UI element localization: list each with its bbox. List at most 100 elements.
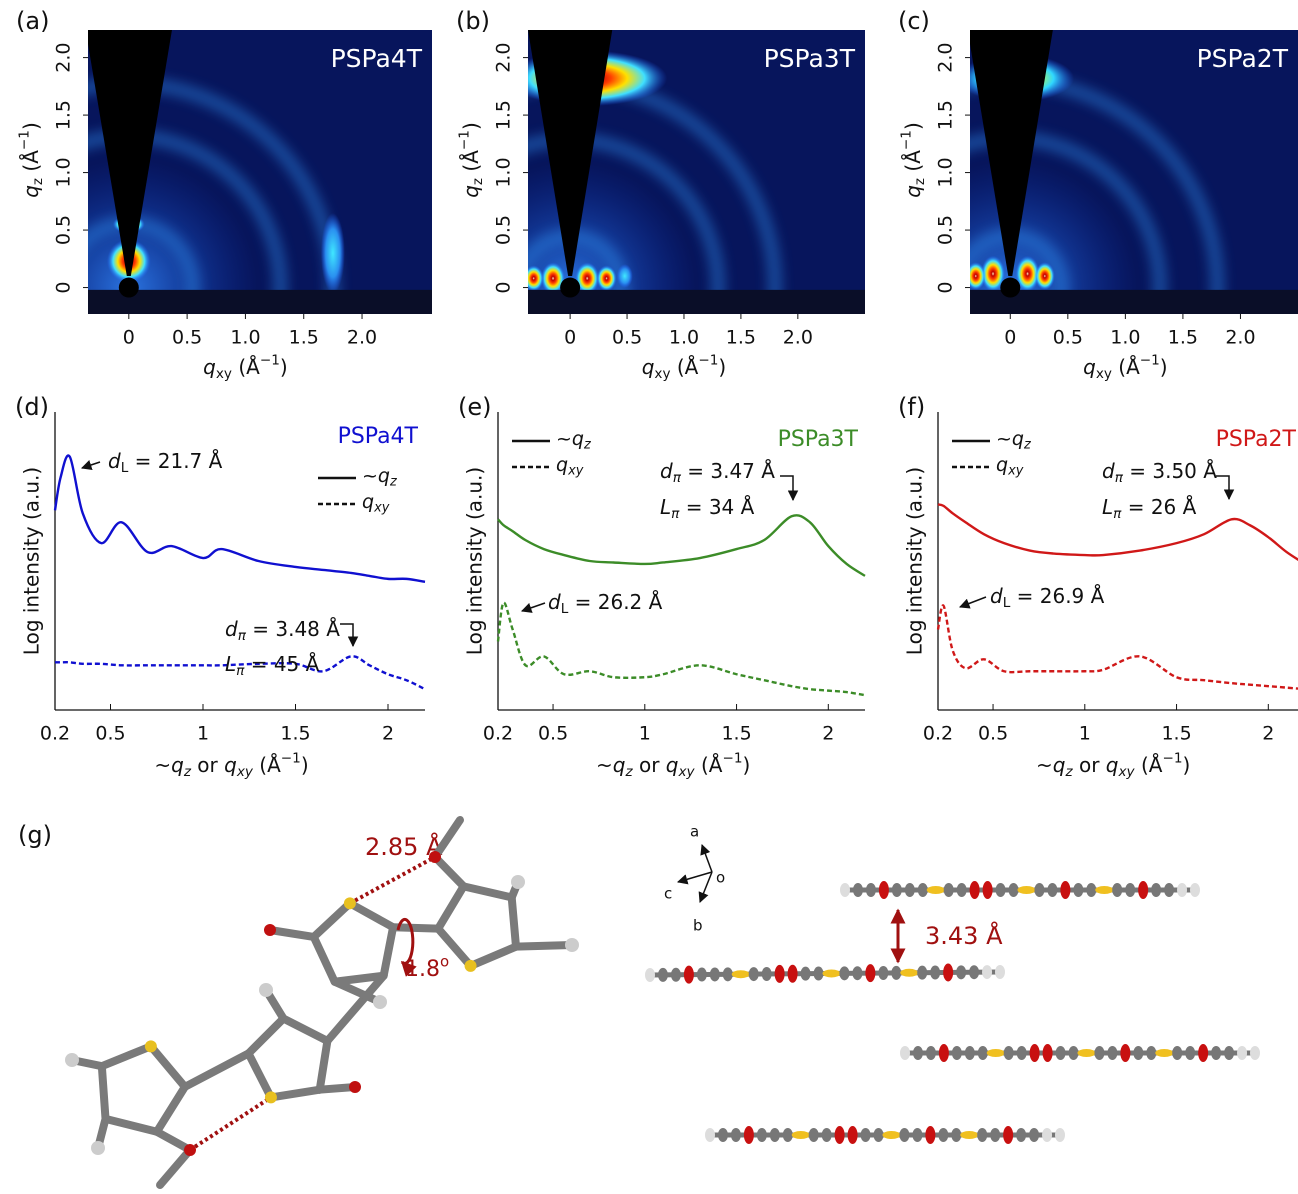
scattering-spot [616, 264, 633, 289]
text-part: q [1106, 753, 1119, 777]
x-tick-label: 1 [639, 723, 651, 745]
text-part: (Å [459, 150, 483, 178]
chain-atom [1060, 881, 1071, 899]
x-tick-label: 0.5 [1053, 327, 1083, 349]
text-part: = 3.50 Å [1123, 459, 1217, 483]
bond [244, 1049, 275, 1102]
chain-atom [645, 968, 655, 982]
chain-atom [982, 881, 993, 899]
beam-cone [88, 30, 172, 277]
chain-atom [960, 1131, 979, 1139]
text-part: L [225, 652, 236, 676]
text-part: d [1102, 459, 1115, 483]
text-part: xy [678, 764, 696, 780]
chain-atom [1155, 1049, 1174, 1057]
bond [434, 882, 468, 933]
chain-atom [769, 1128, 780, 1142]
text-part: z [624, 764, 633, 780]
chain-atom [1029, 1128, 1040, 1142]
chain-atom [938, 1044, 949, 1062]
bond [330, 977, 384, 1006]
text-part: q [613, 753, 626, 777]
beam-stop [118, 277, 139, 298]
chain-atom [891, 883, 902, 897]
text-part: z [183, 764, 192, 780]
annotation-arrow [81, 460, 101, 470]
text-part: q [459, 185, 483, 198]
chain-atom [1016, 1128, 1027, 1142]
chain-atom [1055, 1128, 1065, 1142]
chain-atom [1008, 883, 1019, 897]
y-tick-label: 0.5 [493, 215, 515, 245]
chain-atom [938, 1128, 949, 1142]
chain-atom [865, 883, 876, 897]
chain-atom [852, 966, 863, 981]
image-title: PSPa2T [1197, 44, 1289, 73]
text-part: −1 [898, 130, 914, 150]
text-part: q [1053, 753, 1066, 777]
text-part: −1 [1162, 750, 1182, 766]
y-tick-label: 0.5 [53, 215, 75, 245]
chain-atom [717, 1128, 728, 1142]
x-axis-label: ~qz or qxy (Å−1) [596, 750, 750, 780]
chain-atom [1190, 883, 1200, 897]
text-part: d [108, 449, 121, 473]
bond [315, 1036, 332, 1094]
text-part: ) [742, 753, 750, 777]
text-part: xy [216, 366, 232, 382]
bond [431, 853, 468, 891]
x-tick-label: 0.5 [95, 723, 125, 745]
chain-atom [990, 1128, 1001, 1142]
text-part: −1 [16, 130, 32, 150]
chain-atom [722, 967, 733, 982]
chain-atom [1086, 883, 1097, 897]
x-tick-label: 1 [1079, 723, 1091, 745]
x-tick-label: 1.0 [1110, 327, 1140, 349]
oxygen-atom [349, 1081, 361, 1093]
chain-atom [986, 1049, 1005, 1057]
chain-atom [791, 1131, 810, 1139]
x-tick-label: 0 [123, 327, 135, 349]
x-tick-label: 0.5 [172, 327, 202, 349]
chain-atom [670, 967, 681, 982]
chain-atom [1250, 1046, 1260, 1060]
chain-atom [840, 883, 850, 897]
text-part: d [548, 590, 561, 614]
chain-atom [917, 883, 928, 897]
text-part: xy [373, 500, 390, 515]
bond [512, 941, 576, 951]
annotation-arrow [780, 475, 799, 502]
text-part: q [996, 454, 1008, 476]
hydrogen-atom [65, 1053, 79, 1067]
beam-stop [1000, 277, 1021, 298]
chain-atom [1034, 883, 1045, 897]
x-tick-label: 0.5 [612, 327, 642, 349]
chain-atom [1224, 1046, 1235, 1060]
oxygen-atom [264, 924, 276, 936]
chain-atom [969, 965, 980, 980]
chain-atom [1095, 886, 1114, 894]
x-tick-label: 1.5 [1161, 723, 1191, 745]
text-part: xy [654, 366, 670, 382]
panel-label: (g) [18, 821, 52, 849]
data-line [936, 604, 1298, 690]
chain-atom [917, 965, 928, 980]
text-part: ) [19, 122, 43, 130]
image-title: PSPa4T [331, 44, 423, 73]
hydrogen-atom [91, 1141, 105, 1155]
x-axis-label: qxy (Å−1) [1083, 352, 1168, 382]
text-part: q [1012, 428, 1024, 450]
text-part: d [225, 617, 238, 641]
text-part: L [121, 460, 129, 476]
y-axis-label: Log intensity (a.u.) [463, 467, 487, 655]
bond [101, 1114, 161, 1136]
text-part: z [1023, 437, 1031, 452]
chain-atom [787, 964, 798, 983]
bond [244, 1014, 288, 1058]
axis-label: c [664, 885, 672, 903]
annotation: dπ = 3.47 Å [660, 459, 775, 487]
chain-atom [1094, 1046, 1105, 1060]
bond [279, 1014, 332, 1045]
y-tick-label: 1.5 [935, 100, 957, 130]
